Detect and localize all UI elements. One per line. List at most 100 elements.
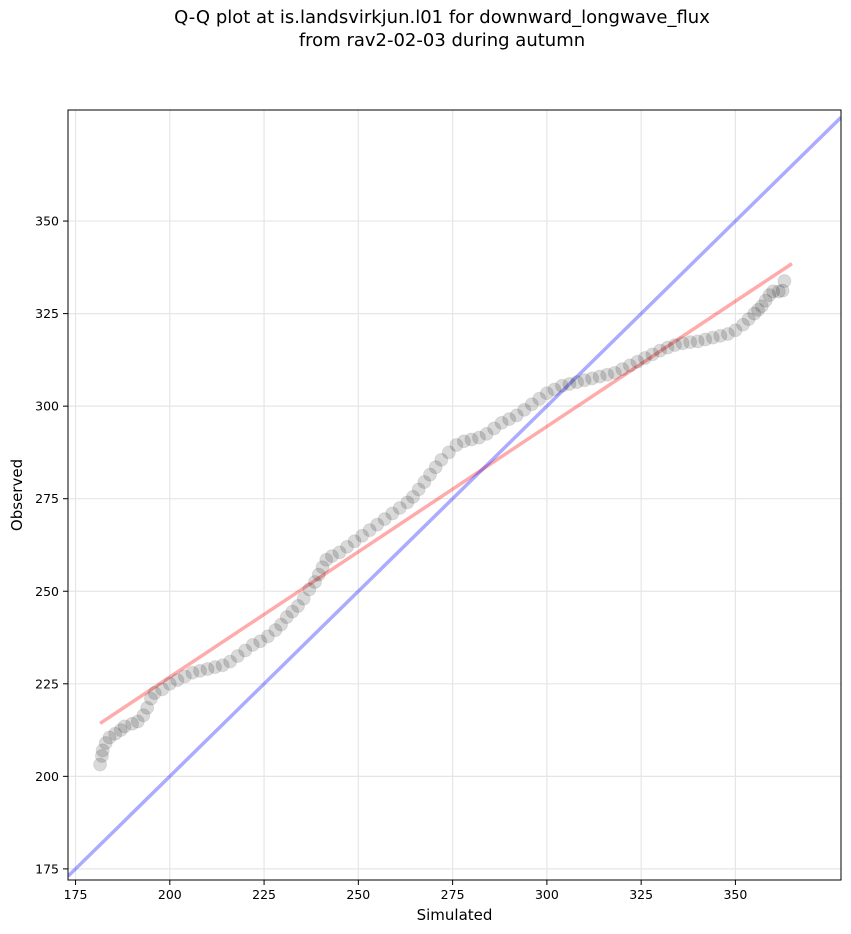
quantile-point (577, 373, 592, 388)
quantile-point (675, 336, 690, 351)
quantile-point (668, 338, 683, 353)
quantile-point (417, 475, 432, 490)
quantile-point (775, 283, 790, 298)
quantile-point (355, 528, 370, 543)
quantile-point (653, 343, 668, 358)
quantile-point (411, 482, 426, 497)
quantile-point (94, 748, 109, 763)
quantile-point (215, 658, 230, 673)
grid (68, 110, 841, 880)
quantile-point (113, 723, 128, 738)
quantile-point (340, 539, 355, 554)
y-axis-label: Observed (8, 459, 26, 531)
chart-subtitle: from rav2-02-03 during autumn (298, 30, 586, 51)
quantile-point (509, 408, 524, 423)
quantile-point (285, 604, 300, 619)
quantile-point (319, 552, 334, 567)
quantile-point (645, 347, 660, 362)
chart-title: Q-Q plot at is.landsvirkjun.l01 for down… (174, 7, 710, 28)
quantile-point (615, 362, 630, 377)
quantile-point (713, 328, 728, 343)
quantile-point (377, 512, 392, 527)
quantile-point (192, 663, 207, 678)
x-axis-label: Simulated (417, 906, 493, 924)
quantile-point (517, 402, 532, 417)
quantile-point (630, 354, 645, 369)
quantile-point (260, 629, 275, 644)
quantile-point (487, 421, 502, 436)
y-axis-ticks: 175 200 225 250 275 300 325 350 (35, 214, 68, 876)
y-tick-label: 350 (35, 214, 59, 229)
quantile-point (683, 335, 698, 350)
quantile-point (554, 378, 569, 393)
quantile-point (524, 397, 539, 412)
quantile-point (362, 523, 377, 538)
quantile-point (758, 293, 773, 308)
quantile-point (585, 371, 600, 386)
quantile-point (705, 330, 720, 345)
quantile-point (370, 517, 385, 532)
quantile-point (741, 312, 756, 327)
y-tick-label: 225 (35, 676, 59, 691)
quantile-point (456, 434, 471, 449)
quantile-point (143, 691, 158, 706)
quantile-point (539, 386, 554, 401)
quantile-point (324, 549, 339, 564)
chart-title-block: Q-Q plot at is.landsvirkjun.l01 for down… (0, 6, 851, 52)
quantile-point (95, 743, 110, 758)
y-tick-label: 325 (35, 306, 59, 321)
y-tick-label: 250 (35, 584, 59, 599)
quantile-point (93, 757, 108, 772)
quantile-point (332, 545, 347, 560)
x-tick-label: 225 (252, 887, 276, 902)
quantile-point (140, 700, 155, 715)
quantile-point (479, 426, 494, 441)
quantile-point (592, 369, 607, 384)
plot-frame (67, 109, 842, 881)
x-tick-label: 325 (629, 887, 653, 902)
quantile-point (302, 582, 317, 597)
quantile-point (155, 682, 170, 697)
identity-line (68, 116, 841, 878)
x-axis-ticks: 175 200 225 250 275 300 325 350 (64, 880, 747, 902)
quantile-point (622, 358, 637, 373)
quantile-point (720, 326, 735, 341)
quantile-point (238, 643, 253, 658)
quantile-point (600, 367, 615, 382)
quantile-point (130, 714, 145, 729)
y-tick-label: 275 (35, 491, 59, 506)
quantile-point (428, 460, 443, 475)
quantile-point (200, 661, 215, 676)
quantile-point (777, 274, 792, 289)
quantile-point (441, 445, 456, 460)
quantile-point (253, 634, 268, 649)
quantile-point (735, 317, 750, 332)
quantile-point (279, 610, 294, 625)
quantile-point (771, 284, 786, 299)
quantile-point (177, 669, 192, 684)
quantile-point (162, 676, 177, 691)
quantile-point (274, 617, 289, 632)
quantile-point (464, 432, 479, 447)
x-tick-label: 275 (441, 887, 465, 902)
quantile-point (532, 391, 547, 406)
quantile-point (547, 382, 562, 397)
quantile-point (754, 299, 769, 314)
quantile-point (494, 415, 509, 430)
quantile-point (406, 489, 421, 504)
x-tick-label: 300 (535, 887, 559, 902)
quantile-point (392, 500, 407, 515)
x-tick-label: 350 (723, 887, 747, 902)
quantile-point (296, 591, 311, 606)
quantile-point (751, 302, 766, 317)
reference-lines (68, 116, 841, 878)
quantile-point (102, 730, 117, 745)
quantile-point (762, 288, 777, 303)
quantile-point (562, 376, 577, 391)
quantile-point (185, 665, 200, 680)
quantile-point (728, 323, 743, 338)
quantile-point (117, 719, 132, 734)
quantile-point (607, 365, 622, 380)
quantile-point (108, 726, 123, 741)
